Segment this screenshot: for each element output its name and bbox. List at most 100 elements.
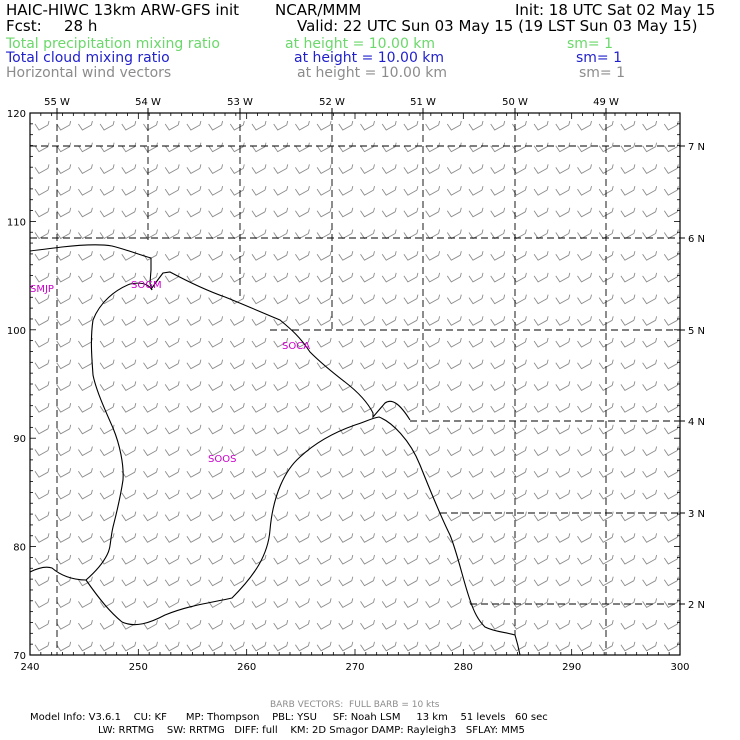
- wind-barb: [403, 229, 419, 240]
- wind-barb: [663, 446, 679, 457]
- wind-barb-shaft: [642, 164, 658, 174]
- wind-barb-shaft: [598, 533, 614, 543]
- wind-barb-shaft: [598, 446, 614, 457]
- wind-barb: [598, 533, 614, 543]
- wind-barb-shaft: [251, 207, 267, 218]
- wind-barb-shaft: [99, 576, 115, 587]
- wind-barb: [56, 316, 72, 326]
- wind-barb: [555, 142, 571, 153]
- wind-barb-shaft: [99, 229, 115, 240]
- wind-barb: [34, 251, 50, 261]
- wind-barb: [577, 272, 592, 283]
- wind-barb: [512, 294, 527, 305]
- wind-barb-shaft: [143, 402, 158, 413]
- wind-barb: [577, 402, 592, 413]
- wind-barb-shaft: [295, 272, 310, 283]
- wind-barb: [468, 316, 484, 326]
- wind-barb: [598, 142, 614, 153]
- wind-barb: [403, 424, 419, 435]
- wind-barb-shaft: [381, 294, 397, 305]
- wind-barb: [381, 251, 397, 261]
- wind-barb: [468, 207, 484, 218]
- wind-barb: [34, 554, 50, 565]
- wind-barb-shaft: [555, 337, 571, 348]
- wind-barb-shaft: [121, 381, 137, 391]
- wind-barb-shaft: [251, 251, 267, 261]
- wind-barb: [468, 641, 484, 652]
- wind-barb-shaft: [295, 316, 310, 326]
- wind-barb: [273, 294, 289, 305]
- wind-barb: [642, 207, 658, 218]
- wind-barb-shaft: [186, 619, 202, 630]
- wind-barb: [663, 511, 679, 522]
- wind-barb-shaft: [99, 468, 115, 478]
- wind-barb-shaft: [229, 120, 245, 131]
- wind-barb: [316, 251, 332, 261]
- wind-barb-shaft: [295, 294, 310, 305]
- wind-barb: [295, 164, 310, 174]
- wind-barb: [446, 316, 462, 326]
- wind-barb-shaft: [446, 381, 462, 391]
- latitude-label: 6 N: [688, 234, 705, 245]
- wind-barb: [273, 424, 289, 435]
- wind-barb-shaft: [555, 489, 571, 500]
- wind-barb-shaft: [360, 619, 375, 630]
- wind-barb: [446, 337, 462, 348]
- wind-barb-shaft: [229, 468, 245, 478]
- wind-barb: [663, 207, 679, 218]
- wind-barb: [403, 207, 419, 218]
- wind-barb-shaft: [425, 533, 441, 543]
- wind-barb: [99, 489, 115, 500]
- wind-barb-shaft: [425, 641, 441, 652]
- wind-barb: [164, 359, 180, 370]
- wind-barb: [251, 229, 267, 240]
- wind-barb-shaft: [56, 641, 72, 652]
- wind-barb-shaft: [425, 185, 441, 196]
- wind-barb-shaft: [186, 337, 202, 348]
- wind-barb-shaft: [533, 185, 549, 196]
- wind-barb: [620, 381, 636, 391]
- wind-barb: [446, 446, 462, 457]
- wind-barb: [512, 337, 527, 348]
- model-info-line1: Model Info: V3.6.1 CU: KF MP: Thompson P…: [30, 712, 548, 723]
- wind-barb-shaft: [490, 337, 506, 348]
- wind-barb: [338, 316, 354, 326]
- wind-barb: [186, 619, 202, 630]
- wind-barb-shaft: [577, 251, 592, 261]
- wind-barb: [425, 185, 441, 196]
- wind-barb-shaft: [620, 316, 636, 326]
- wind-barb: [143, 619, 158, 630]
- wind-barb: [642, 402, 658, 413]
- wind-barb-shaft: [642, 446, 658, 457]
- wind-barb: [533, 489, 549, 500]
- wind-barb: [295, 120, 310, 131]
- wind-barb: [620, 619, 636, 630]
- wind-barb: [316, 424, 332, 435]
- wind-barb: [164, 424, 180, 435]
- wind-barb: [577, 619, 592, 630]
- wind-barb: [229, 142, 245, 153]
- wind-barb-shaft: [381, 446, 397, 457]
- wind-barb: [34, 619, 50, 630]
- wind-barb: [663, 337, 679, 348]
- wind-barb: [642, 619, 658, 630]
- wind-barb-shaft: [229, 446, 245, 457]
- wind-barb-shaft: [577, 402, 592, 413]
- wind-barb: [273, 446, 289, 457]
- wind-barb: [381, 164, 397, 174]
- wind-barb: [533, 142, 549, 153]
- wind-barb: [642, 316, 658, 326]
- wind-barb-shaft: [164, 489, 180, 500]
- wind-barb: [446, 142, 462, 153]
- wind-barb: [620, 251, 636, 261]
- wind-barb: [512, 359, 527, 370]
- wind-barb: [446, 229, 462, 240]
- wind-barb-shaft: [56, 619, 72, 630]
- wind-barb-shaft: [99, 554, 115, 565]
- wind-barb-shaft: [251, 316, 267, 326]
- wind-barb: [34, 207, 50, 218]
- wind-barb-shaft: [555, 533, 571, 543]
- wind-barb-shaft: [360, 468, 375, 478]
- wind-barb-shaft: [446, 402, 462, 413]
- wind-barb: [425, 164, 441, 174]
